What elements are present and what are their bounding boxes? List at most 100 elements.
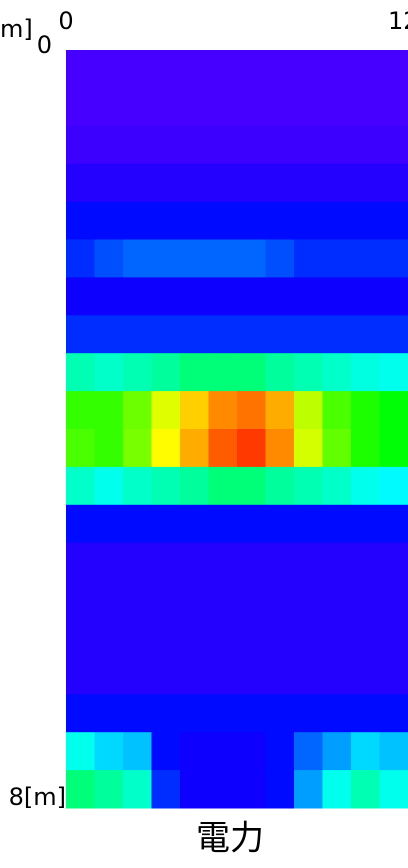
heat-cell bbox=[294, 125, 323, 165]
heat-cell bbox=[94, 87, 124, 127]
heat-cell bbox=[294, 466, 323, 506]
heat-cell bbox=[237, 618, 266, 657]
heat-cell bbox=[379, 466, 408, 506]
heat-cell bbox=[322, 732, 352, 771]
y-tick-label: 0 bbox=[37, 31, 52, 59]
heat-cell bbox=[294, 353, 323, 392]
heat-cell bbox=[208, 542, 238, 582]
heat-cell bbox=[237, 239, 266, 278]
heat-cell bbox=[180, 542, 209, 582]
heat-cell bbox=[265, 277, 295, 316]
heat-cell bbox=[379, 580, 408, 619]
heat-cell bbox=[208, 429, 238, 468]
heat-cell bbox=[294, 656, 323, 695]
heat-cell bbox=[379, 277, 408, 316]
heat-cell bbox=[94, 542, 124, 582]
heat-cell bbox=[94, 618, 124, 657]
heat-cell bbox=[237, 694, 266, 733]
heat-cell bbox=[180, 353, 209, 392]
heat-cell bbox=[151, 353, 181, 392]
heat-cell bbox=[237, 656, 266, 695]
heat-cell bbox=[379, 163, 408, 203]
heat-cell bbox=[237, 732, 266, 771]
heat-cell bbox=[208, 732, 238, 771]
heat-cell bbox=[151, 694, 181, 733]
heat-cell bbox=[237, 429, 266, 468]
heat-cell bbox=[66, 732, 95, 771]
y-tick-label: 8[m] bbox=[9, 783, 66, 811]
heat-cell bbox=[379, 201, 408, 240]
heat-cell bbox=[94, 656, 124, 695]
heat-cell bbox=[151, 770, 181, 809]
heat-cell bbox=[379, 391, 408, 430]
heat-cell bbox=[94, 770, 124, 809]
heat-cell bbox=[351, 239, 380, 278]
heat-cell bbox=[265, 466, 295, 506]
heat-cell bbox=[322, 504, 352, 544]
heat-cell bbox=[151, 125, 181, 165]
heat-cell bbox=[237, 542, 266, 582]
heat-cell bbox=[351, 580, 380, 619]
heat-cell bbox=[94, 125, 124, 165]
heat-cell bbox=[351, 732, 380, 771]
heat-cell bbox=[208, 466, 238, 506]
heat-cell bbox=[66, 391, 95, 430]
heat-cell bbox=[294, 201, 323, 240]
heat-cell bbox=[151, 201, 181, 240]
heat-cell bbox=[294, 770, 323, 809]
heat-cell bbox=[180, 732, 209, 771]
heat-cell bbox=[237, 504, 266, 544]
heat-cell bbox=[123, 239, 152, 278]
heat-cell bbox=[66, 50, 95, 89]
heat-cell bbox=[237, 87, 266, 127]
heat-cell bbox=[66, 580, 95, 619]
heat-cell bbox=[151, 504, 181, 544]
heat-cell bbox=[180, 239, 209, 278]
heat-cell bbox=[94, 504, 124, 544]
heat-cell bbox=[208, 770, 238, 809]
heat-cell bbox=[208, 87, 238, 127]
heat-cell bbox=[94, 163, 124, 203]
heat-cell bbox=[66, 542, 95, 582]
heat-cell bbox=[66, 618, 95, 657]
heat-cell bbox=[379, 770, 408, 809]
heat-cell bbox=[208, 201, 238, 240]
heat-cell bbox=[322, 391, 352, 430]
heat-cell bbox=[66, 125, 95, 165]
heat-cell bbox=[322, 163, 352, 203]
heat-cell bbox=[180, 580, 209, 619]
heat-cell bbox=[94, 732, 124, 771]
heat-cell bbox=[265, 201, 295, 240]
heat-cell bbox=[94, 239, 124, 278]
heat-cell bbox=[379, 694, 408, 733]
heat-cell bbox=[322, 770, 352, 809]
heat-cell bbox=[123, 618, 152, 657]
heat-cell bbox=[237, 770, 266, 809]
heat-cell bbox=[294, 732, 323, 771]
heat-cell bbox=[237, 125, 266, 165]
heat-cell bbox=[322, 353, 352, 392]
heat-cell bbox=[151, 315, 181, 354]
heat-cell bbox=[294, 391, 323, 430]
heat-cell bbox=[66, 353, 95, 392]
heat-cell bbox=[379, 542, 408, 582]
heat-cell bbox=[265, 694, 295, 733]
heat-cell bbox=[294, 163, 323, 203]
heat-cell bbox=[265, 125, 295, 165]
heat-cell bbox=[351, 504, 380, 544]
heat-cell bbox=[208, 618, 238, 657]
heat-cell bbox=[351, 391, 380, 430]
heat-cell bbox=[351, 315, 380, 354]
heat-cell bbox=[322, 694, 352, 733]
heat-cell bbox=[322, 87, 352, 127]
heat-cell bbox=[66, 163, 95, 203]
heat-cell bbox=[180, 163, 209, 203]
heat-cell bbox=[294, 50, 323, 89]
heat-cell bbox=[123, 201, 152, 240]
heat-cell bbox=[208, 656, 238, 695]
heat-cell bbox=[379, 732, 408, 771]
heat-cell bbox=[151, 656, 181, 695]
heat-cell bbox=[66, 466, 95, 506]
